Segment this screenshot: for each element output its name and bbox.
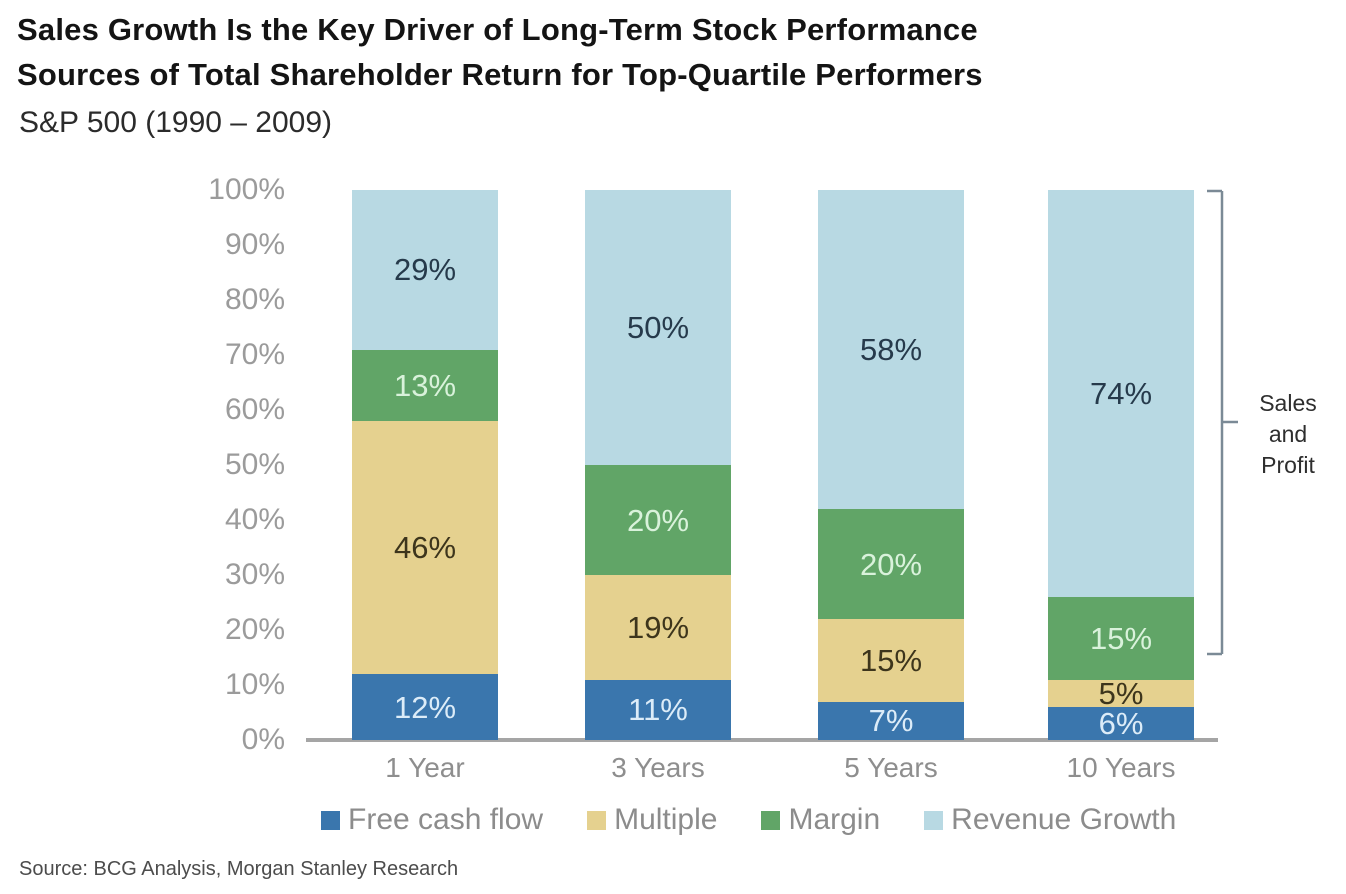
page-title-line1: Sales Growth Is the Key Driver of Long-T… <box>17 12 978 47</box>
x-axis-label-3-years: 3 Years <box>611 752 705 783</box>
legend-label: Revenue Growth <box>951 803 1177 836</box>
segment-value-label: 20% <box>859 546 923 582</box>
segment-value-label: 29% <box>393 252 457 288</box>
segment-value-label: 15% <box>859 642 923 678</box>
y-tick-label: 40% <box>224 503 285 536</box>
bar-segment-free-cash-flow: 11% <box>585 679 731 740</box>
segment-value-label: 19% <box>626 609 690 645</box>
segment-value-label: 7% <box>868 703 914 739</box>
bar-segment-free-cash-flow: 7% <box>818 701 964 740</box>
y-tick-label: 70% <box>224 338 285 371</box>
stacked-bar-10-years: 6% 5% 15% 74% <box>1048 190 1194 740</box>
legend-label: Free cash flow <box>348 803 544 836</box>
x-axis-label-1-year: 1 Year <box>385 752 465 783</box>
bar-segment-multiple: 46% <box>352 421 498 674</box>
segment-value-label: 20% <box>626 502 690 538</box>
legend-item-multiple: Multiple <box>587 803 717 837</box>
bar-segment-free-cash-flow: 6% <box>1048 707 1194 740</box>
sales-profit-bracket <box>1207 189 1238 656</box>
y-tick-label: 20% <box>224 613 285 646</box>
y-tick-label: 60% <box>224 393 285 426</box>
bar-segment-margin: 20% <box>818 509 964 619</box>
segment-value-label: 74% <box>1089 376 1153 411</box>
x-axis-label-5-years: 5 Years <box>844 752 938 783</box>
bar-segment-margin: 13% <box>352 349 498 421</box>
bar-segment-margin: 20% <box>585 465 731 575</box>
segment-value-label: 12% <box>393 689 457 725</box>
segment-value-label: 11% <box>628 692 688 728</box>
page-title-line2: Sources of Total Shareholder Return for … <box>17 57 983 92</box>
sales-profit-label: Sales and Profit <box>1238 388 1338 481</box>
segment-value-label: 15% <box>1089 620 1153 656</box>
y-tick-label: 0% <box>241 723 285 756</box>
sales-profit-label-line: and <box>1268 421 1308 447</box>
legend-label: Margin <box>788 803 881 836</box>
y-tick-label: 50% <box>224 448 285 481</box>
sales-profit-label-line: Sales <box>1259 390 1317 416</box>
x-axis-label-10-years: 10 Years <box>1066 752 1176 783</box>
sales-profit-label-line: Profit <box>1261 452 1315 478</box>
chart-subtitle: S&P 500 (1990 – 2009) <box>19 106 333 139</box>
y-tick-label: 80% <box>224 283 285 316</box>
x-axis-line <box>306 738 1218 742</box>
y-tick-label: 10% <box>224 668 285 701</box>
bar-segment-free-cash-flow: 12% <box>352 674 498 740</box>
segment-value-label: 6% <box>1098 706 1144 741</box>
y-tick-label: 100% <box>208 173 285 206</box>
y-tick-label: 30% <box>224 558 285 591</box>
chart-legend: Free cash flow Multiple Margin Revenue Grow… <box>321 803 1176 837</box>
bar-segment-multiple: 5% <box>1048 675 1194 711</box>
bar-segment-multiple: 15% <box>818 619 964 702</box>
legend-item-revenue-growth: Revenue Growth <box>924 803 1176 837</box>
y-tick-label: 90% <box>224 228 285 261</box>
legend-label: Multiple <box>614 803 718 836</box>
legend-item-margin: Margin <box>761 803 880 837</box>
stacked-bar-5-years: 7% 15% 20% 58% <box>818 190 964 740</box>
bar-segment-multiple: 19% <box>585 575 731 680</box>
bar-segment-revenue-growth: 50% <box>585 190 731 465</box>
bar-segment-revenue-growth: 58% <box>818 190 964 509</box>
segment-value-label: 46% <box>393 530 457 565</box>
legend-swatch-icon <box>761 810 781 830</box>
legend-item-free-cash-flow: Free cash flow <box>321 803 543 837</box>
bar-segment-margin: 15% <box>1048 597 1194 680</box>
legend-swatch-icon <box>587 810 607 830</box>
stacked-bar-1-year: 12% 46% 13% 29% <box>352 190 498 740</box>
stacked-bar-3-years: 11% 19% 20% 50% <box>585 190 731 740</box>
bar-segment-revenue-growth: 74% <box>1048 190 1194 597</box>
legend-swatch-icon <box>321 810 340 830</box>
segment-value-label: 58% <box>859 332 923 367</box>
segment-value-label: 50% <box>626 310 690 345</box>
segment-value-label: 13% <box>393 367 457 403</box>
segment-value-label: 5% <box>1098 675 1144 711</box>
bar-segment-revenue-growth: 29% <box>352 190 498 350</box>
legend-swatch-icon <box>924 810 944 830</box>
source-note: Source: BCG Analysis, Morgan Stanley Res… <box>19 858 459 880</box>
